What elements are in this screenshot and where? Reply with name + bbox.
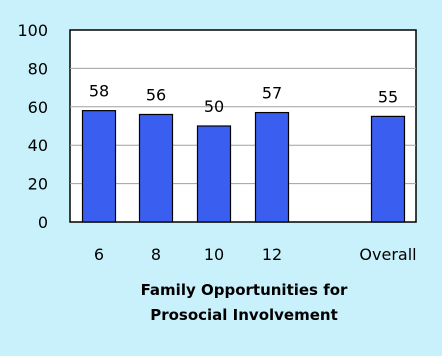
y-axis-tick-labels: 0 20 40 60 80 100 — [17, 21, 48, 232]
x-tick-label: 10 — [204, 245, 224, 264]
x-axis-label-line-1: Family Opportunities for — [141, 281, 348, 299]
data-label: 58 — [89, 82, 109, 101]
bar-12 — [254, 111, 290, 223]
y-tick-label: 0 — [38, 213, 48, 232]
y-tick-label: 60 — [28, 98, 48, 117]
x-tick-label: 8 — [151, 245, 161, 264]
x-axis-label-line-2: Prosocial Involvement — [150, 306, 338, 324]
grid-lines — [70, 67, 416, 185]
x-axis-tick-labels: 6 8 10 12 Overall — [94, 245, 417, 264]
y-tick-label: 100 — [17, 21, 48, 40]
y-tick-label: 40 — [28, 136, 48, 155]
y-tick-label: 80 — [28, 59, 48, 78]
data-label: 56 — [146, 85, 166, 104]
data-label: 55 — [378, 87, 398, 106]
data-label: 57 — [262, 84, 282, 103]
plot-area — [69, 29, 417, 223]
data-labels: 58 56 50 57 55 — [89, 82, 398, 116]
x-tick-label: 12 — [262, 245, 282, 264]
y-tick-label: 20 — [28, 175, 48, 194]
bar-overall — [370, 115, 406, 223]
bar-6 — [81, 110, 117, 223]
bar-10 — [196, 125, 232, 223]
data-label: 50 — [204, 97, 224, 116]
x-tick-label: Overall — [359, 245, 416, 264]
bars — [81, 110, 406, 223]
bar-8 — [138, 113, 174, 223]
x-tick-label: 6 — [94, 245, 104, 264]
